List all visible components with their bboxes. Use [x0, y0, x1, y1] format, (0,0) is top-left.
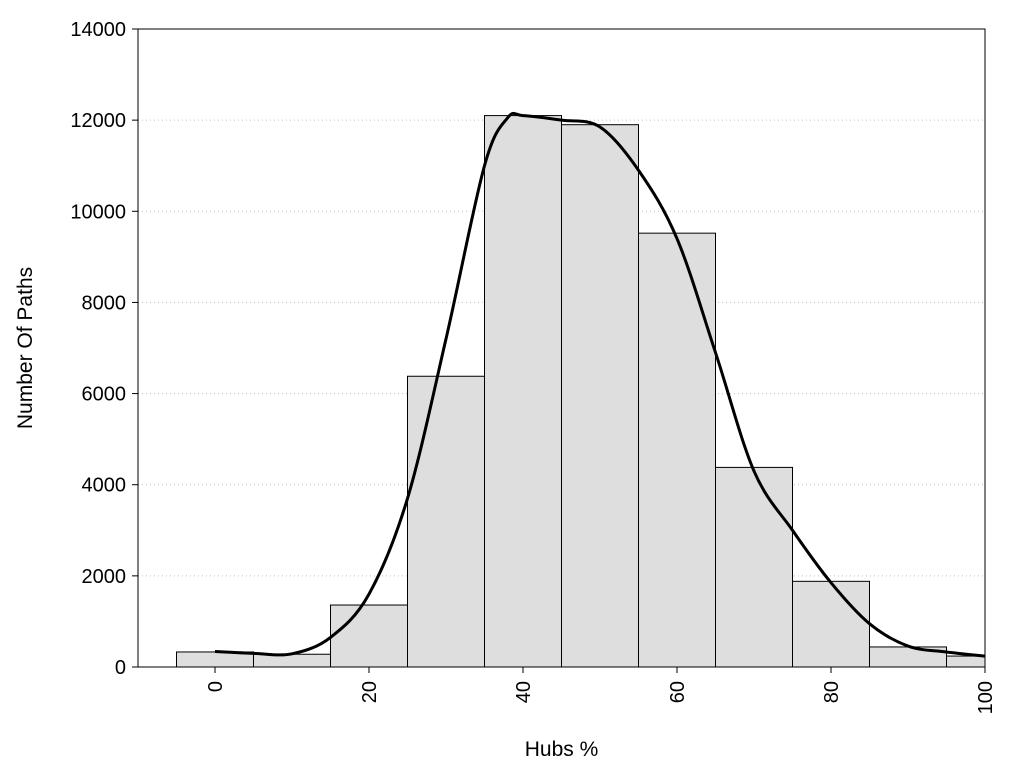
histogram-bar-6 [638, 232, 716, 668]
y-axis-label: Number Of Paths [14, 267, 37, 429]
x-tick-label-1: 20 [359, 681, 381, 703]
plot-frame [137, 28, 986, 668]
x-tick-label-0: 0 [205, 681, 227, 692]
histogram-bars [176, 115, 986, 668]
histogram-bar-8 [792, 580, 870, 668]
x-tick-label-4: 80 [821, 681, 843, 703]
histogram-bar-5 [561, 124, 639, 668]
x-tick-label-3: 60 [667, 681, 689, 703]
y-tick-label-1: 2000 [82, 566, 127, 588]
histogram-bar-1 [253, 653, 331, 668]
y-axis-ticks: 0 2000 4000 6000 8000 10000 12000 14000 [70, 19, 138, 679]
histogram-bar-7 [715, 466, 793, 668]
histogram-bar-2 [330, 604, 408, 668]
histogram-bar-10 [946, 655, 986, 668]
histogram-bar-3 [407, 375, 485, 668]
y-tick-label-3: 6000 [82, 384, 127, 406]
y-tick-label-0: 0 [115, 657, 126, 679]
histogram-bar-4 [484, 115, 562, 668]
x-axis-ticks: 0 20 40 60 80 100 [205, 667, 997, 714]
density-curve [214, 111, 986, 658]
y-tick-label-2: 4000 [82, 475, 127, 497]
y-tick-label-5: 10000 [70, 201, 126, 223]
x-tick-label-5: 100 [975, 681, 997, 714]
x-tick-label-2: 40 [513, 681, 535, 703]
y-tick-label-7: 14000 [70, 19, 126, 41]
y-tick-label-4: 8000 [82, 292, 127, 314]
y-tick-label-6: 12000 [70, 110, 126, 132]
x-axis-label: Hubs % [525, 738, 599, 761]
